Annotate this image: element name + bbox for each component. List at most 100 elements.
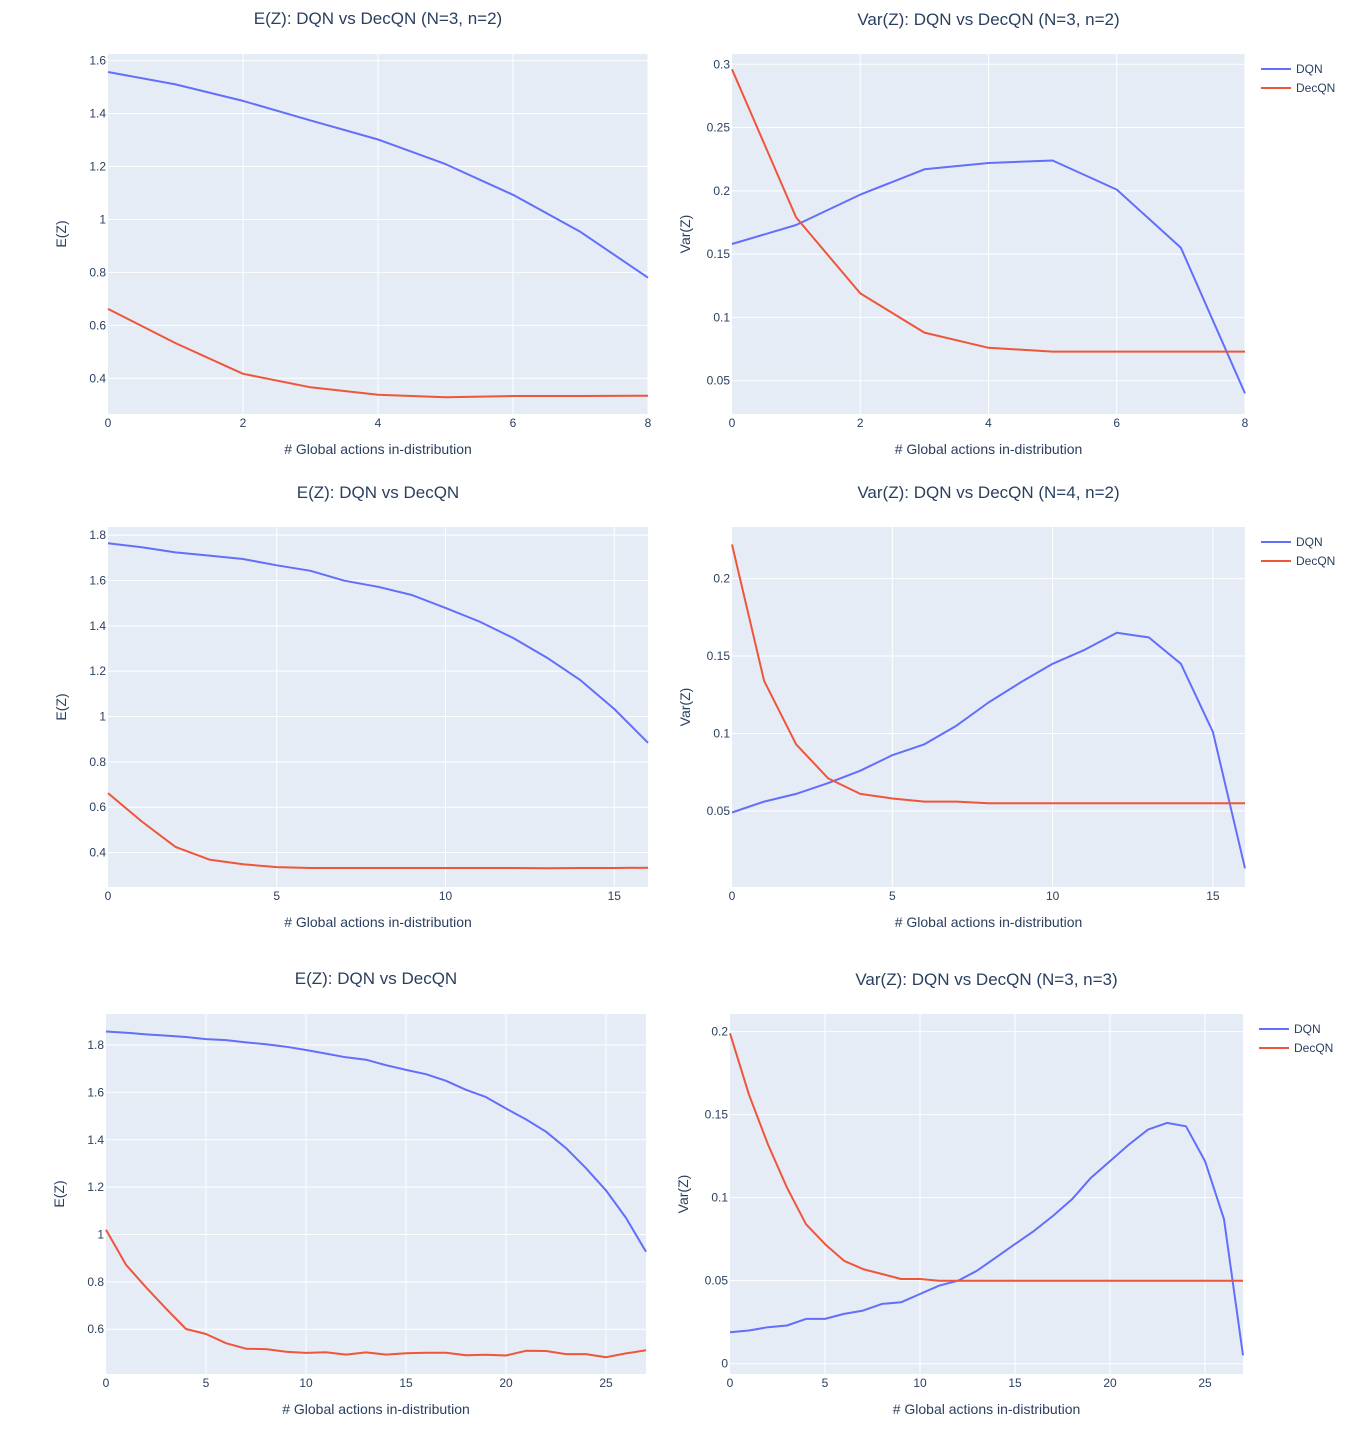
y-tick-label: 0.2 xyxy=(713,184,730,198)
x-tick-label: 10 xyxy=(299,1376,313,1390)
y-tick-label: 0.1 xyxy=(711,1191,728,1205)
chart-title: E(Z): DQN vs DecQN xyxy=(297,483,459,502)
subplot-6: 0 5 10 15 20 25 0 0.05 0.1 0.15 0.2 Var(Z): DQN vs … xyxy=(675,970,1333,1417)
y-axis-label: Var(Z) xyxy=(677,215,693,254)
legend-label: DecQN xyxy=(1296,554,1335,568)
y-tick-label: 0.05 xyxy=(707,374,731,388)
series-line-dqn xyxy=(107,71,649,279)
y-tick-label: 0.2 xyxy=(711,1025,728,1039)
x-axis-label: # Global actions in-distribution xyxy=(895,441,1083,457)
series-line-decqn xyxy=(731,68,1245,353)
y-tick-label: 0.2 xyxy=(713,572,730,586)
x-tick-label: 0 xyxy=(729,889,736,903)
y-tick-label: 0.4 xyxy=(89,846,106,860)
x-tick-label: 15 xyxy=(1008,1376,1022,1390)
subplot-2: 0 2 4 6 8 0.05 0.1 0.15 0.2 0.25 0.3 Var(Z): DQN vs… xyxy=(677,10,1335,457)
y-tick-label: 1.6 xyxy=(89,54,106,68)
x-axis-label: # Global actions in-distribution xyxy=(895,914,1083,930)
subplot-5: 0 5 10 15 20 25 0.6 0.8 1 1.2 1.4 1.6 1.8 E(Z): DQN v… xyxy=(51,969,647,1417)
x-axis-label: # Global actions in-distribution xyxy=(284,914,472,930)
x-tick-label: 4 xyxy=(985,416,992,430)
legend-label: DQN xyxy=(1296,62,1323,76)
y-tick-label: 1.4 xyxy=(89,107,106,121)
x-tick-label: 5 xyxy=(203,1376,210,1390)
legend: DQN DecQN xyxy=(1261,535,1335,568)
x-tick-label: 0 xyxy=(103,1376,110,1390)
y-axis-label: E(Z) xyxy=(51,1180,67,1207)
chart-title: E(Z): DQN vs DecQN (N=3, n=2) xyxy=(254,9,502,28)
series-line-dqn xyxy=(107,542,649,744)
series-line-dqn xyxy=(729,1121,1244,1356)
x-tick-label: 20 xyxy=(1103,1376,1117,1390)
plot-background xyxy=(730,1014,1243,1374)
y-axis-label: Var(Z) xyxy=(677,688,693,727)
series-line-decqn xyxy=(107,308,649,399)
y-tick-label: 1.2 xyxy=(89,664,106,678)
x-tick-label: 0 xyxy=(729,416,736,430)
y-tick-label: 1.4 xyxy=(87,1133,104,1147)
y-tick-label: 0.05 xyxy=(707,804,731,818)
x-tick-label: 0 xyxy=(105,889,112,903)
x-tick-label: 6 xyxy=(510,416,517,430)
y-axis-label: E(Z) xyxy=(53,693,69,720)
y-tick-label: 1.8 xyxy=(87,1038,104,1052)
x-tick-label: 8 xyxy=(1242,416,1249,430)
x-tick-label: 8 xyxy=(645,416,652,430)
y-tick-label: 0.6 xyxy=(87,1322,104,1336)
x-tick-label: 15 xyxy=(399,1376,413,1390)
y-tick-label: 0.15 xyxy=(707,247,731,261)
x-tick-label: 2 xyxy=(240,416,247,430)
x-tick-label: 10 xyxy=(1046,889,1060,903)
series-line-decqn xyxy=(107,792,649,870)
legend-label: DQN xyxy=(1294,1022,1321,1036)
x-tick-label: 5 xyxy=(889,889,896,903)
y-tick-label: 0.15 xyxy=(705,1108,729,1122)
y-tick-label: 0.6 xyxy=(89,800,106,814)
x-tick-label: 4 xyxy=(375,416,382,430)
plot-background xyxy=(106,1014,646,1374)
y-tick-label: 0.1 xyxy=(713,310,730,324)
x-tick-label: 5 xyxy=(822,1376,829,1390)
chart-title: Var(Z): DQN vs DecQN (N=3, n=2) xyxy=(857,10,1119,29)
y-tick-label: 0.4 xyxy=(89,371,106,385)
legend-label: DecQN xyxy=(1296,81,1335,95)
x-tick-label: 5 xyxy=(273,889,280,903)
series-line-dqn xyxy=(105,1030,647,1253)
y-tick-label: 1.8 xyxy=(89,528,106,542)
y-tick-label: 1 xyxy=(99,710,106,724)
y-tick-label: 0.25 xyxy=(707,121,731,135)
y-tick-label: 0.05 xyxy=(705,1274,729,1288)
y-tick-label: 0.1 xyxy=(713,726,730,740)
y-axis-label: Var(Z) xyxy=(675,1175,691,1214)
x-tick-label: 15 xyxy=(1206,889,1220,903)
series-line-dqn xyxy=(731,159,1246,394)
chart-title: Var(Z): DQN vs DecQN (N=4, n=2) xyxy=(857,483,1119,502)
x-tick-label: 0 xyxy=(105,416,112,430)
x-tick-label: 10 xyxy=(913,1376,927,1390)
plot-background xyxy=(732,527,1245,887)
subplot-4: 0 5 10 15 0.05 0.1 0.15 0.2 Var(Z): DQN vs DecQN… xyxy=(677,483,1335,930)
y-tick-label: 0.8 xyxy=(89,265,106,279)
y-tick-label: 1 xyxy=(97,1228,104,1242)
chart-title: Var(Z): DQN vs DecQN (N=3, n=3) xyxy=(855,970,1117,989)
y-tick-label: 0.8 xyxy=(87,1275,104,1289)
y-tick-label: 0.3 xyxy=(713,57,730,71)
series-line-decqn xyxy=(731,544,1245,805)
y-tick-label: 1.4 xyxy=(89,619,106,633)
legend: DQN DecQN xyxy=(1259,1022,1333,1055)
subplot-3: 0 5 10 15 0.4 0.6 0.8 1 1.2 1.4 1.6 1.8 E(Z): DQN vs… xyxy=(53,483,649,930)
y-tick-label: 1 xyxy=(99,212,106,226)
series-line-decqn xyxy=(729,1033,1243,1282)
x-tick-label: 2 xyxy=(857,416,864,430)
x-tick-label: 20 xyxy=(499,1376,513,1390)
series-line-dqn xyxy=(731,631,1246,869)
chart-title: E(Z): DQN vs DecQN xyxy=(295,969,457,988)
y-tick-label: 0.8 xyxy=(89,755,106,769)
x-axis-label: # Global actions in-distribution xyxy=(284,441,472,457)
series-line-decqn xyxy=(105,1229,647,1359)
x-tick-label: 10 xyxy=(439,889,453,903)
legend-label: DQN xyxy=(1296,535,1323,549)
x-axis-label: # Global actions in-distribution xyxy=(282,1401,470,1417)
y-tick-label: 1.6 xyxy=(87,1085,104,1099)
